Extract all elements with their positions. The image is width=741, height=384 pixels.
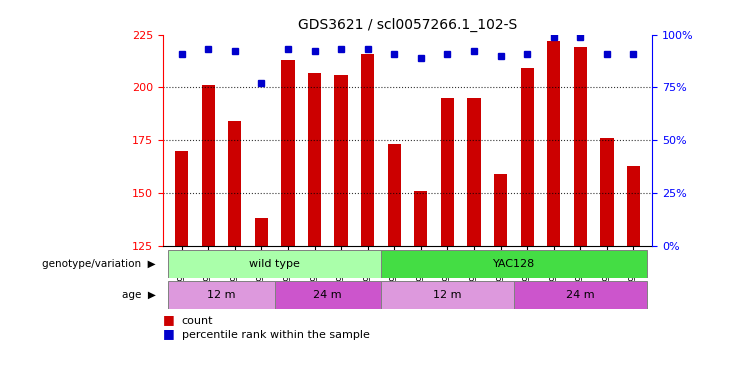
Bar bbox=[468, 98, 481, 246]
Bar bbox=[414, 191, 428, 246]
Bar bbox=[547, 41, 560, 246]
Bar bbox=[275, 281, 381, 309]
Bar bbox=[255, 218, 268, 246]
Bar bbox=[228, 121, 242, 246]
Bar bbox=[627, 166, 640, 246]
Text: YAC128: YAC128 bbox=[493, 259, 535, 269]
Text: wild type: wild type bbox=[249, 259, 300, 269]
Bar bbox=[334, 75, 348, 246]
Bar bbox=[494, 174, 508, 246]
Text: count: count bbox=[182, 316, 213, 326]
Bar bbox=[520, 68, 534, 246]
Bar bbox=[441, 98, 454, 246]
Text: 24 m: 24 m bbox=[566, 290, 594, 300]
Text: ■: ■ bbox=[163, 313, 179, 326]
Bar bbox=[168, 281, 275, 309]
Text: 24 m: 24 m bbox=[313, 290, 342, 300]
Bar bbox=[361, 54, 374, 246]
Bar bbox=[168, 250, 381, 278]
Bar bbox=[202, 85, 215, 246]
Bar bbox=[381, 250, 647, 278]
Bar bbox=[381, 281, 514, 309]
Bar bbox=[388, 144, 401, 246]
Bar bbox=[308, 73, 321, 246]
Bar bbox=[175, 151, 188, 246]
Bar bbox=[574, 47, 587, 246]
Text: 12 m: 12 m bbox=[207, 290, 236, 300]
Bar bbox=[282, 60, 295, 246]
Text: age  ▶: age ▶ bbox=[122, 290, 156, 300]
Bar bbox=[600, 138, 614, 246]
Text: genotype/variation  ▶: genotype/variation ▶ bbox=[42, 259, 156, 269]
Text: 12 m: 12 m bbox=[433, 290, 462, 300]
Text: ■: ■ bbox=[163, 327, 179, 340]
Title: GDS3621 / scl0057266.1_102-S: GDS3621 / scl0057266.1_102-S bbox=[298, 18, 517, 32]
Text: percentile rank within the sample: percentile rank within the sample bbox=[182, 330, 370, 340]
Bar bbox=[514, 281, 647, 309]
